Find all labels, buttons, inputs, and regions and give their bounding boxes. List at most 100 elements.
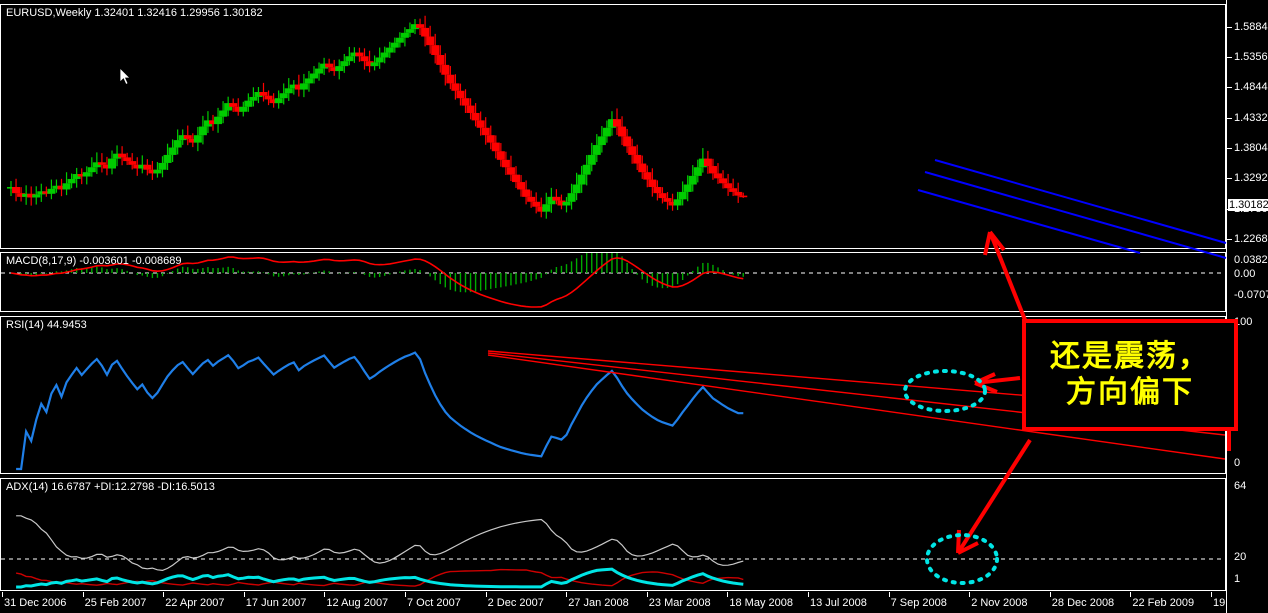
price-tick-label: 1.38040 [1234, 142, 1268, 154]
candle-body [572, 184, 581, 194]
time-tick-mark [2, 592, 3, 597]
macd-panel[interactable]: MACD(8,17,9) -0.003601 -0.008689 [0, 252, 1226, 312]
candle-body [693, 167, 702, 176]
candle-body [62, 183, 71, 190]
time-tick-mark [82, 592, 84, 597]
price-tick-mark [1227, 87, 1232, 88]
macd-plot [1, 253, 1225, 308]
price-tick-label: 1.48440 [1234, 81, 1268, 93]
time-tick-label: 28 Dec 2008 [1051, 597, 1115, 609]
candle-body [193, 135, 202, 143]
candle-body [734, 191, 743, 196]
candle-body [77, 174, 86, 177]
candle-body [92, 162, 101, 168]
candle-body [607, 119, 616, 128]
price-tick-mark [1227, 118, 1232, 119]
candle-body [703, 158, 712, 167]
candle-body [597, 136, 606, 146]
candle-body [224, 103, 233, 111]
candle-body [153, 169, 162, 174]
time-tick-mark [243, 592, 245, 597]
minus-di-line [15, 568, 744, 587]
time-tick-mark [888, 592, 890, 597]
time-tick-mark [969, 592, 971, 597]
annotation-box[interactable]: 还是震荡， 方向偏下 [1022, 319, 1238, 431]
candle-body [527, 196, 536, 202]
candle-body [143, 164, 152, 170]
candle-body [310, 73, 318, 79]
candle-body [643, 172, 652, 180]
candle-body [461, 98, 470, 106]
adx-plot [1, 515, 1225, 589]
candle-body [102, 164, 111, 169]
time-tick-mark [808, 592, 809, 597]
candle-body [663, 198, 672, 202]
candle-body [32, 194, 41, 198]
candle-body [628, 146, 637, 155]
candle-body [416, 24, 425, 28]
candle-body [133, 164, 142, 169]
time-axis[interactable]: 31 Dec 2006 25 Feb 2007 22 Apr 2007 17 Jun … [0, 592, 1268, 613]
candle-body [678, 191, 687, 200]
axis-vertical-line [1226, 0, 1227, 613]
time-tick-mark [1049, 592, 1051, 597]
candle-body [365, 61, 374, 67]
candle-body [360, 56, 369, 62]
candle-body [269, 99, 278, 104]
adx-line [16, 515, 744, 572]
candle-body [496, 151, 505, 160]
candle-body [284, 88, 293, 94]
price-tick-mark [1227, 27, 1232, 28]
candle-body [279, 93, 288, 99]
candle-body [673, 199, 682, 206]
candle-body [512, 174, 520, 183]
adx-panel[interactable]: ADX(14) 16.6787 +DI:12.2798 -DI:16.5013 [0, 478, 1226, 591]
price-chart-panel[interactable]: EURUSD,Weekly 1.32401 1.32416 1.29956 1.… [0, 4, 1226, 249]
macd-tick-label: 0.00 [1234, 268, 1256, 280]
candle-body [7, 186, 15, 189]
time-tick-label: 31 Dec 2006 [4, 597, 67, 609]
candle-body [330, 67, 339, 72]
candle-body [633, 154, 642, 164]
candle-body [517, 182, 526, 190]
candle-body [451, 83, 460, 91]
time-tick-label: 12 Aug 2007 [326, 597, 389, 609]
candle-body [411, 24, 419, 30]
candle-body [325, 63, 334, 68]
candle-body [714, 173, 722, 179]
candle-body [385, 47, 394, 53]
candle-body [426, 36, 435, 46]
price-tick-mark [1227, 178, 1232, 179]
time-tick-label: 7 Oct 2007 [407, 597, 461, 609]
candle-body [380, 52, 389, 58]
candle-body [128, 161, 137, 165]
price-tick-label: 1.43320 [1234, 112, 1268, 124]
adx-tick-label: 64 [1234, 480, 1247, 492]
candle-body [163, 154, 172, 163]
candle-body [320, 63, 329, 69]
candle-body [592, 145, 601, 155]
candle-body [587, 154, 596, 165]
time-tick-mark [566, 592, 568, 597]
price-tick-label: 1.58840 [1234, 21, 1268, 33]
candle-body [719, 178, 728, 184]
candle-body [214, 116, 223, 125]
candle-body [567, 193, 576, 202]
time-tick-mark [405, 592, 406, 597]
candle-body [481, 127, 490, 136]
price-tick-mark [1227, 57, 1232, 58]
candle-body [289, 84, 298, 89]
candle-body [244, 100, 253, 107]
candle-body [108, 158, 116, 169]
candle-body [683, 184, 692, 192]
price-tick-label: 1.32920 [1234, 172, 1268, 184]
candle-body [658, 193, 667, 199]
candle-body [436, 55, 445, 65]
candle-body [370, 62, 379, 67]
candle-body [198, 126, 207, 136]
candle-body [602, 127, 611, 137]
candle-body [123, 157, 132, 162]
price-panel-label: EURUSD,Weekly 1.32401 1.32416 1.29956 1.… [6, 7, 263, 19]
price-axis[interactable]: 1.58840 1.53560 1.48440 1.43320 1.38040 1.329… [1226, 0, 1268, 613]
